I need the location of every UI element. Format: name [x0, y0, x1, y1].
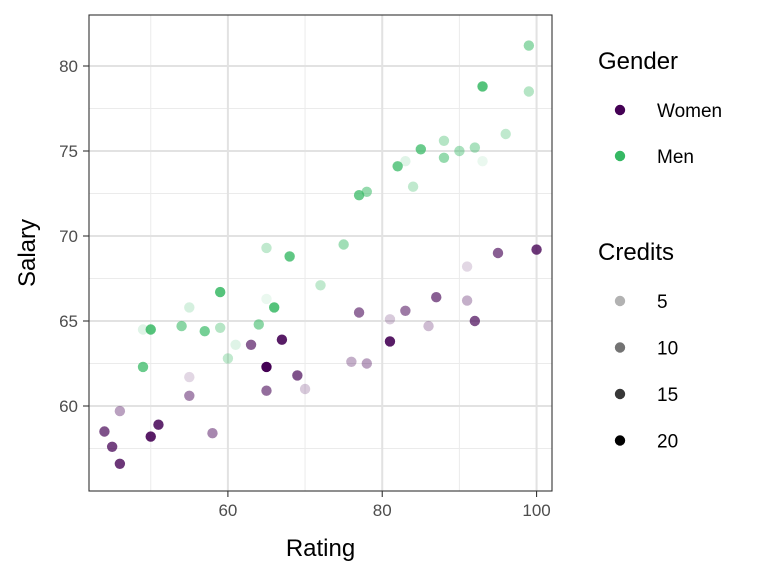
- x-tick-label: 100: [522, 501, 550, 520]
- data-point-women: [261, 361, 272, 373]
- data-point-men: [338, 239, 349, 250]
- legend-key: [614, 295, 626, 307]
- data-point-men: [214, 322, 226, 333]
- y-tick-label: 65: [59, 312, 78, 331]
- y-tick-label: 60: [59, 397, 78, 416]
- data-point-men: [454, 145, 465, 157]
- legend-key: [614, 435, 626, 446]
- legend-label: 20: [657, 432, 678, 453]
- data-point-men: [361, 186, 372, 197]
- data-point-women: [400, 305, 411, 316]
- data-point-men: [261, 242, 272, 254]
- data-point-men: [415, 144, 427, 155]
- legend: Gender Women Men Credits 5 10 15 20: [598, 48, 722, 453]
- data-point-women: [431, 292, 442, 303]
- data-point-men: [438, 135, 450, 146]
- data-point-women: [461, 261, 473, 272]
- data-point-women: [106, 441, 118, 452]
- legend-label: 15: [657, 385, 678, 406]
- plot-border: [88, 14, 553, 492]
- legend-label: 10: [657, 339, 678, 360]
- legend-label: Women: [657, 101, 722, 122]
- data-point-men: [222, 353, 234, 364]
- data-point-women: [353, 307, 365, 318]
- data-point-men: [469, 142, 481, 153]
- axis-ticks: 60 80 100 60 65 70 75 80: [59, 57, 551, 520]
- data-point-men: [137, 361, 149, 373]
- data-point-men: [284, 251, 295, 262]
- data-point-men: [500, 128, 511, 140]
- data-point-men: [176, 320, 187, 332]
- x-axis-title: Rating: [286, 535, 355, 562]
- data-point-women: [153, 419, 164, 430]
- data-points: [99, 40, 542, 469]
- x-tick-label: 60: [218, 501, 237, 520]
- data-point-men: [523, 86, 535, 97]
- plot-background: [89, 15, 552, 491]
- legend-label: Men: [657, 147, 694, 168]
- data-point-men: [199, 326, 210, 337]
- data-point-men: [438, 152, 450, 163]
- data-point-women: [145, 431, 156, 442]
- data-point-men: [261, 293, 272, 305]
- data-point-women: [207, 428, 218, 439]
- data-point-women: [461, 295, 473, 306]
- data-point-women: [114, 405, 126, 417]
- x-tick-label: 80: [373, 501, 392, 520]
- legend-label: 5: [657, 292, 668, 313]
- data-point-men: [392, 161, 403, 172]
- data-point-women: [384, 314, 396, 325]
- y-axis-title: Salary: [14, 219, 41, 287]
- data-point-women: [99, 426, 110, 437]
- data-point-men: [230, 339, 241, 350]
- data-point-men: [214, 286, 226, 298]
- data-point-men: [145, 324, 156, 335]
- data-point-women: [361, 358, 372, 369]
- legend-title-gender: Gender: [598, 48, 678, 75]
- data-point-men: [253, 319, 264, 330]
- legend-key: [614, 388, 626, 400]
- legend-title-credits: Credits: [598, 239, 674, 266]
- data-point-men: [407, 181, 419, 192]
- data-point-women: [292, 370, 303, 381]
- data-point-women: [245, 339, 257, 350]
- data-point-women: [346, 356, 357, 367]
- data-point-men: [477, 156, 488, 167]
- data-point-women: [184, 371, 195, 383]
- data-point-men: [523, 40, 535, 51]
- legend-key: [614, 150, 626, 162]
- data-point-women: [299, 383, 311, 395]
- data-point-men: [477, 81, 488, 92]
- data-point-men: [184, 302, 195, 313]
- y-tick-label: 80: [59, 57, 78, 76]
- data-point-women: [492, 247, 504, 259]
- data-point-women: [384, 336, 396, 347]
- y-tick-label: 70: [59, 227, 78, 246]
- data-point-men: [137, 324, 149, 335]
- data-point-women: [261, 385, 272, 396]
- data-point-women: [114, 458, 126, 469]
- data-point-women: [531, 244, 542, 255]
- data-point-women: [469, 315, 481, 327]
- data-point-men: [315, 280, 326, 291]
- legend-key: [614, 342, 626, 353]
- data-point-men: [400, 156, 411, 167]
- data-point-men: [269, 302, 280, 313]
- data-point-women: [276, 334, 288, 345]
- data-point-women: [184, 390, 195, 401]
- y-tick-label: 75: [59, 142, 78, 161]
- data-point-women: [423, 320, 434, 332]
- legend-key: [614, 104, 626, 116]
